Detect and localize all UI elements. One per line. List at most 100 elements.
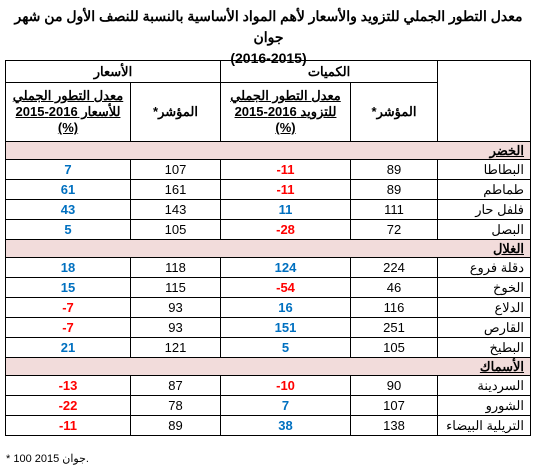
column-header: المؤشر* [350,82,439,142]
column-header: المؤشر* [130,82,221,142]
rate-value: -11 [276,162,295,177]
product-name: طماطم [437,179,532,200]
header-line: المؤشر* [371,104,417,119]
rate-cell: 21 [5,337,131,358]
section-row: الخضر [4,141,532,160]
rate-value: 5 [64,222,72,237]
index-cell: 115 [130,277,221,298]
index-cell: 161 [130,179,221,200]
rate-cell: 7 [219,395,352,416]
data-row: دقلة فروع 224 124 118 18 [5,257,532,278]
group-header: الكميات [219,60,439,83]
rate-value: 21 [60,340,76,355]
index-cell: 93 [130,297,221,318]
index-value: 161 [164,182,187,197]
index-cell: 46 [350,277,439,298]
data-row: طماطم 89 -11 161 61 [5,179,532,200]
rate-cell: -7 [5,297,131,318]
product-name: البطيخ [437,337,532,358]
index-value: 118 [165,260,186,275]
data-row: التريلية البيضاء 138 38 89 -11 [5,415,532,436]
corner-cell [437,60,532,142]
data-row: البصل 72 -28 105 5 [5,219,532,240]
header-line: (%) [275,120,296,135]
rate-cell: 124 [219,257,352,278]
title-line: معدل التطور الجملي للتزويد والأسعار لأهم… [14,8,523,45]
rate-cell: 7 [5,159,131,180]
section-row: الغلال [4,239,532,258]
rate-cell: 38 [219,415,352,436]
rate-value: 7 [64,162,72,177]
rate-cell: 151 [219,317,352,338]
index-value: 93 [168,300,183,315]
index-value: 143 [164,202,187,217]
rate-cell: -7 [5,317,131,338]
index-cell: 251 [350,317,439,338]
index-cell: 89 [350,179,439,200]
index-value: 78 [168,398,183,413]
rate-value: 18 [60,260,76,275]
data-row: القارص 251 151 93 -7 [5,317,532,338]
rate-value: -10 [276,378,295,393]
index-value: 105 [164,222,187,237]
rate-value: 151 [274,320,297,335]
product-name: فلفل حار [437,199,532,220]
index-value: 107 [383,398,405,413]
section-name: الخضر [4,141,532,160]
product-name: الدلاع [437,297,532,318]
index-value: 90 [386,378,402,393]
index-value: 89 [168,418,183,433]
rate-value: -54 [276,280,295,295]
rate-cell: 61 [5,179,131,200]
rate-cell: -11 [219,179,352,200]
footnote: * 100 جوان 2015. [6,453,89,465]
rate-cell: 16 [219,297,352,318]
data-row: الشورو 107 7 78 -22 [5,395,532,416]
header-line: معدل التطور الجملي [230,88,341,103]
index-value: 93 [168,320,183,335]
rate-cell: 18 [5,257,131,278]
rate-value: -7 [62,300,74,315]
index-cell: 89 [350,159,439,180]
index-cell: 87 [130,375,221,396]
rate-cell: -11 [5,415,131,436]
rate-cell: -10 [219,375,352,396]
rate-value: 7 [281,398,290,413]
group-header: الأسعار [5,60,221,83]
data-row: السردينة 90 -10 87 -13 [5,375,532,396]
rate-value: -11 [276,182,295,197]
index-cell: 93 [130,317,221,338]
rate-value: -22 [58,398,78,413]
index-cell: 111 [350,199,439,220]
index-cell: 105 [130,219,221,240]
rate-value: 43 [60,202,76,217]
index-value: 89 [386,162,402,177]
column-header: معدل التطور الجملي للتزويد 2016-2015 (%) [219,82,352,142]
title: معدل التطور الجملي للتزويد والأسعار لأهم… [0,0,537,69]
index-value: 138 [383,418,405,433]
index-value: 115 [165,280,186,295]
index-value: 224 [383,260,405,275]
index-value: 251 [383,320,405,335]
column-header: معدل التطور الجملي للأسعار 2016-2015 (%) [5,82,131,142]
rate-value: 15 [60,280,76,295]
product-name: دقلة فروع [437,257,532,278]
rate-cell: 43 [5,199,131,220]
index-cell: 116 [350,297,439,318]
section-name: الأسماك [4,357,532,376]
rate-value: -7 [62,320,74,335]
section-name: الغلال [4,239,532,258]
product-name: التريلية البيضاء [437,415,532,436]
index-value: 107 [164,162,187,177]
header-line: المؤشر* [153,104,198,119]
header-row: المؤشر* معدل التطور الجملي للتزويد 2016-20… [5,82,531,142]
rate-value: 124 [274,260,297,275]
header-row: الكميات الأسعار [5,60,532,142]
product-name: السردينة [437,375,532,396]
index-value: 105 [383,340,405,355]
data-row: الدلاع 116 16 93 -7 [5,297,532,318]
index-value: 111 [384,202,404,217]
data-row: البطاطا 89 -11 107 7 [5,159,532,180]
